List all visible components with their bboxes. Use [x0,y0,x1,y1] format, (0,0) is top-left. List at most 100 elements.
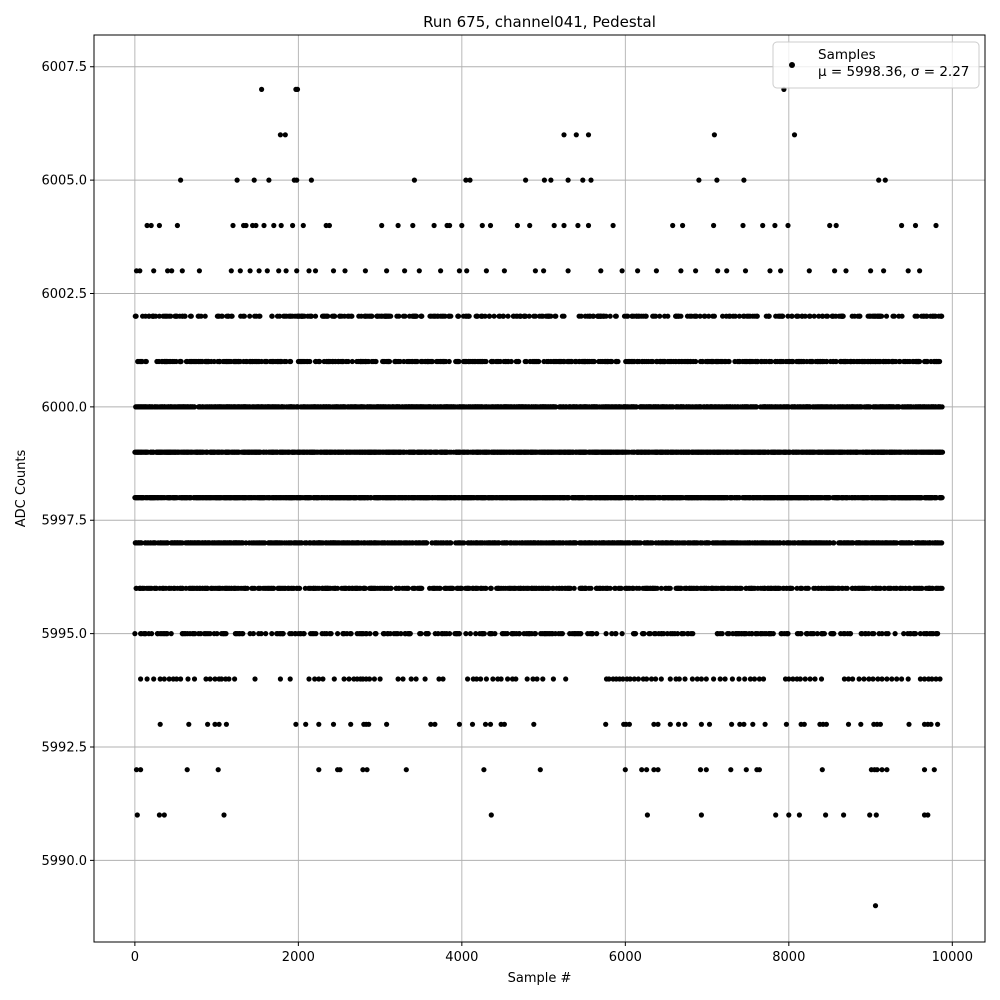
data-point [807,313,813,319]
data-point [153,313,159,319]
data-point [939,404,945,410]
data-point [553,404,559,410]
data-point [191,404,198,410]
data-point [891,313,897,319]
data-point [349,313,355,319]
data-point [369,313,375,319]
data-point [288,358,294,365]
data-point [937,358,943,365]
data-point [442,313,448,319]
data-point [924,358,931,365]
data-point [247,313,253,319]
data-point [536,358,542,365]
data-point [446,358,452,365]
data-point [883,313,890,319]
data-point [523,358,530,365]
data-point [182,313,188,319]
data-point [448,540,454,546]
data-point [388,313,394,319]
data-point [711,313,718,319]
data-point [591,358,597,365]
data-point [474,313,480,319]
data-point [257,313,263,319]
data-point [609,358,615,365]
data-point [198,313,204,319]
data-point [188,313,194,319]
data-point [706,313,712,319]
data-point [924,313,930,319]
data-point [615,358,621,365]
data-point [625,313,631,319]
data-point [840,313,846,319]
data-point [548,313,554,319]
data-point [650,358,656,365]
data-point [424,540,430,546]
data-point [211,358,217,365]
data-point [202,313,208,319]
data-point [939,495,945,501]
data-point [516,358,522,365]
data-point [523,313,529,319]
data-point [497,358,503,365]
data-point [816,313,822,319]
data-point [753,404,760,410]
data-point [466,313,472,319]
data-point [802,313,808,319]
data-point [820,313,826,319]
data-point [693,313,700,319]
data-point [643,313,649,319]
data-point [657,313,663,319]
data-point [553,313,559,319]
data-point [349,358,355,365]
data-point [482,313,488,319]
data-point [736,313,743,319]
data-point [317,358,323,365]
data-point [413,313,420,319]
data-point [419,313,425,319]
data-point [325,313,331,319]
data-point [307,358,313,365]
data-point [633,404,640,410]
data-point [825,313,831,319]
data-point [917,358,923,365]
data-point [414,358,420,365]
data-point [133,313,139,319]
data-point [768,358,774,365]
data-point [693,358,699,365]
data-point [487,313,493,319]
data-point [429,358,435,365]
data-point [766,313,772,319]
data-point [590,313,597,319]
data-point [754,313,760,319]
data-point [702,313,708,319]
data-point [678,313,684,319]
data-point [491,313,497,319]
data-point [269,313,275,319]
data-point [168,313,174,319]
data-point [790,358,796,365]
data-point [532,313,539,319]
data-point [456,358,462,365]
data-point [229,313,235,319]
data-point [500,313,507,319]
data-point [899,313,905,319]
data-point [277,313,283,319]
data-point [732,313,738,319]
data-point [508,358,514,365]
data-point [561,313,567,319]
data-point [456,313,462,319]
data-point [219,313,225,319]
data-point [178,358,184,365]
data-point [780,313,786,319]
data-point [373,358,379,365]
data-point [241,313,247,319]
data-point [914,313,920,319]
data-point [726,358,732,365]
data-point [345,358,351,365]
data-point [795,313,801,319]
data-point [613,313,619,319]
data-point [505,313,511,319]
data-point [397,358,403,365]
data-point [396,313,402,319]
